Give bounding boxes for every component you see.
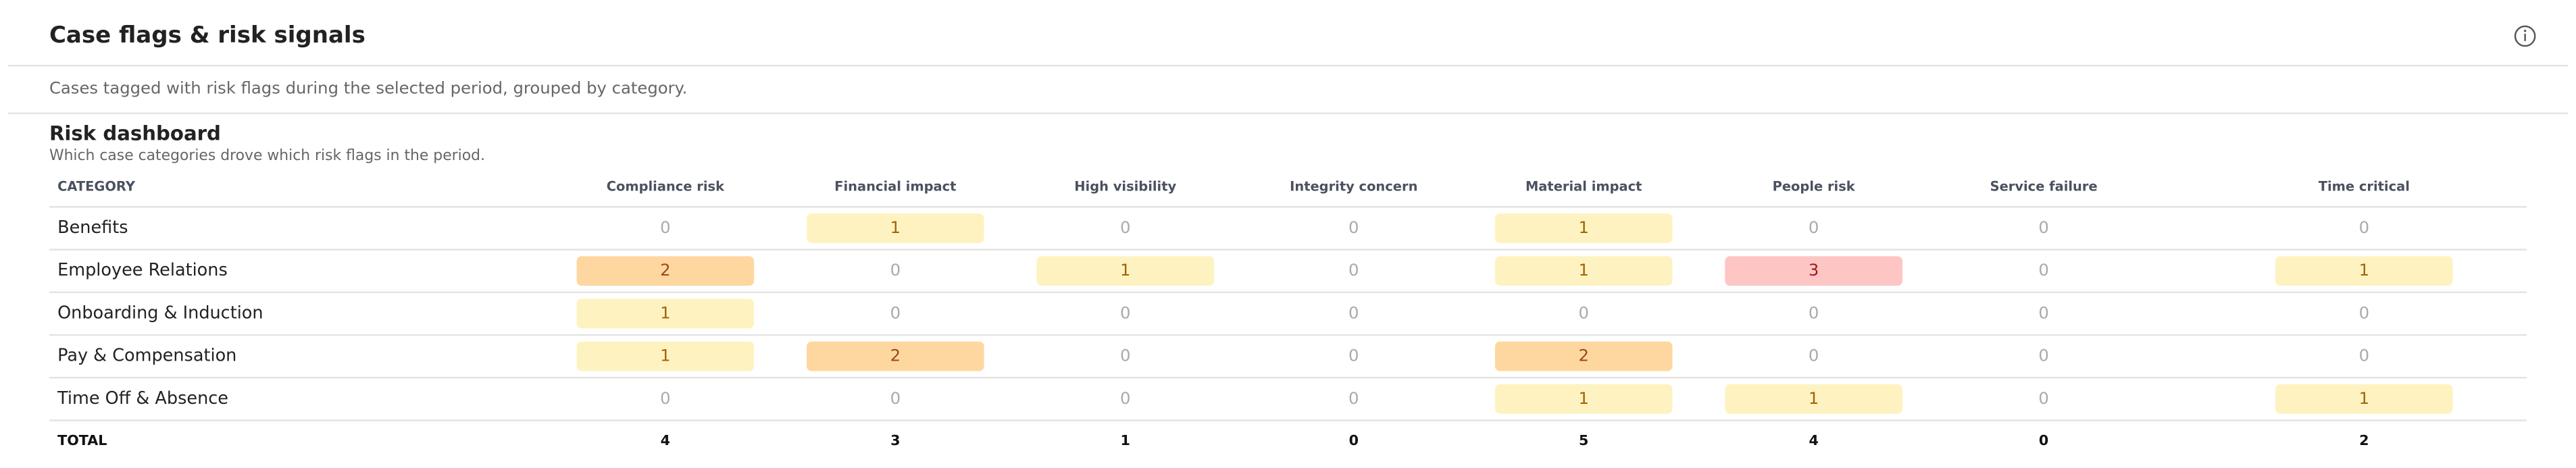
cell-value: 0 — [1809, 217, 1819, 237]
column-header: Compliance risk — [607, 179, 725, 194]
column-header: Time critical — [2319, 179, 2410, 194]
cell-value: 0 — [890, 388, 901, 408]
total-value: 0 — [1349, 432, 1359, 448]
cell-value: 0 — [660, 388, 670, 408]
cell-value: 2 — [890, 346, 901, 365]
flag-badge — [576, 256, 755, 286]
cell-value: 0 — [1348, 346, 1359, 365]
category-label: Pay & Compensation — [57, 346, 236, 366]
total-value: 4 — [661, 432, 670, 448]
cell-value: 0 — [890, 303, 901, 322]
flag-badge — [1725, 384, 1902, 414]
cell-value: 3 — [1809, 260, 1819, 280]
flag-badge — [806, 213, 984, 243]
cell-value: 0 — [1120, 388, 1130, 408]
flag-badge — [576, 341, 755, 371]
cell-value: 1 — [660, 303, 670, 322]
risk-table: CATEGORY Compliance risk Financial impact H… — [49, 179, 2527, 448]
column-header: CATEGORY — [57, 179, 136, 194]
cell-value: 0 — [2359, 346, 2369, 365]
cell-value: 0 — [1348, 303, 1359, 322]
cell-value: 0 — [2038, 346, 2048, 365]
cell-value: 0 — [1120, 303, 1130, 322]
flag-badge — [1725, 256, 1902, 286]
cell-value: 0 — [1809, 303, 1819, 322]
flag-badge — [576, 298, 755, 329]
cell-value: 0 — [2359, 303, 2369, 322]
cell-value: 0 — [1120, 346, 1130, 365]
cell-value: 0 — [890, 260, 901, 280]
total-value: 5 — [1579, 432, 1588, 448]
cell-value: 0 — [660, 217, 670, 237]
info-button[interactable] — [2514, 25, 2536, 47]
column-header: High visibility — [1074, 179, 1176, 194]
cell-value: 1 — [1809, 388, 1819, 408]
section-subtitle: Which case categories drove which risk f… — [49, 147, 485, 164]
cell-value: 0 — [2038, 217, 2048, 237]
cell-value: 1 — [890, 217, 901, 237]
flag-badge — [1036, 256, 1215, 286]
cell-value: 0 — [1809, 346, 1819, 365]
cell-value: 1 — [660, 346, 670, 365]
total-value: 2 — [2359, 432, 2369, 448]
cell-value: 0 — [2038, 303, 2048, 322]
cell-value: 1 — [1578, 217, 1588, 237]
column-header: People risk — [1773, 179, 1856, 194]
cell-value: 1 — [1578, 260, 1588, 280]
column-header: Integrity concern — [1290, 179, 1417, 194]
flag-badge — [1494, 213, 1673, 243]
cell-value: 0 — [1578, 303, 1588, 322]
total-value: 3 — [890, 432, 900, 448]
column-header: Financial impact — [834, 179, 956, 194]
cell-value: 0 — [2359, 217, 2369, 237]
flag-badge — [2275, 384, 2453, 414]
cell-value: 1 — [2359, 260, 2369, 280]
cell-value: 0 — [1348, 217, 1359, 237]
flag-badge — [1494, 341, 1673, 371]
flag-badge — [2275, 256, 2453, 286]
cell-value: 1 — [1578, 388, 1588, 408]
column-header: Service failure — [1990, 179, 2098, 194]
total-value: 0 — [2039, 432, 2048, 448]
section-title: Risk dashboard — [49, 122, 221, 145]
total-value: 4 — [1809, 432, 1818, 448]
cell-value: 0 — [1348, 388, 1359, 408]
cell-value: 0 — [2038, 260, 2048, 280]
category-label: Benefits — [57, 217, 128, 238]
category-label: Time Off & Absence — [57, 388, 228, 409]
flag-badge — [806, 341, 984, 371]
cell-value: 1 — [1120, 260, 1130, 280]
total-value: 1 — [1121, 432, 1130, 448]
page-subtitle: Cases tagged with risk flags during the … — [49, 78, 687, 97]
cell-value: 0 — [1348, 260, 1359, 280]
flag-badge — [1494, 256, 1673, 286]
cell-value: 2 — [660, 260, 670, 280]
cell-value: 1 — [2359, 388, 2369, 408]
cell-value: 0 — [1120, 217, 1130, 237]
flag-badge — [1494, 384, 1673, 414]
column-header: Material impact — [1525, 179, 1642, 194]
total-label: TOTAL — [57, 432, 107, 448]
category-label: Employee Relations — [57, 260, 228, 280]
page-title: Case flags & risk signals — [49, 22, 365, 49]
cell-value: 0 — [2038, 388, 2048, 408]
cell-value: 2 — [1578, 346, 1588, 365]
category-label: Onboarding & Induction — [57, 303, 263, 323]
